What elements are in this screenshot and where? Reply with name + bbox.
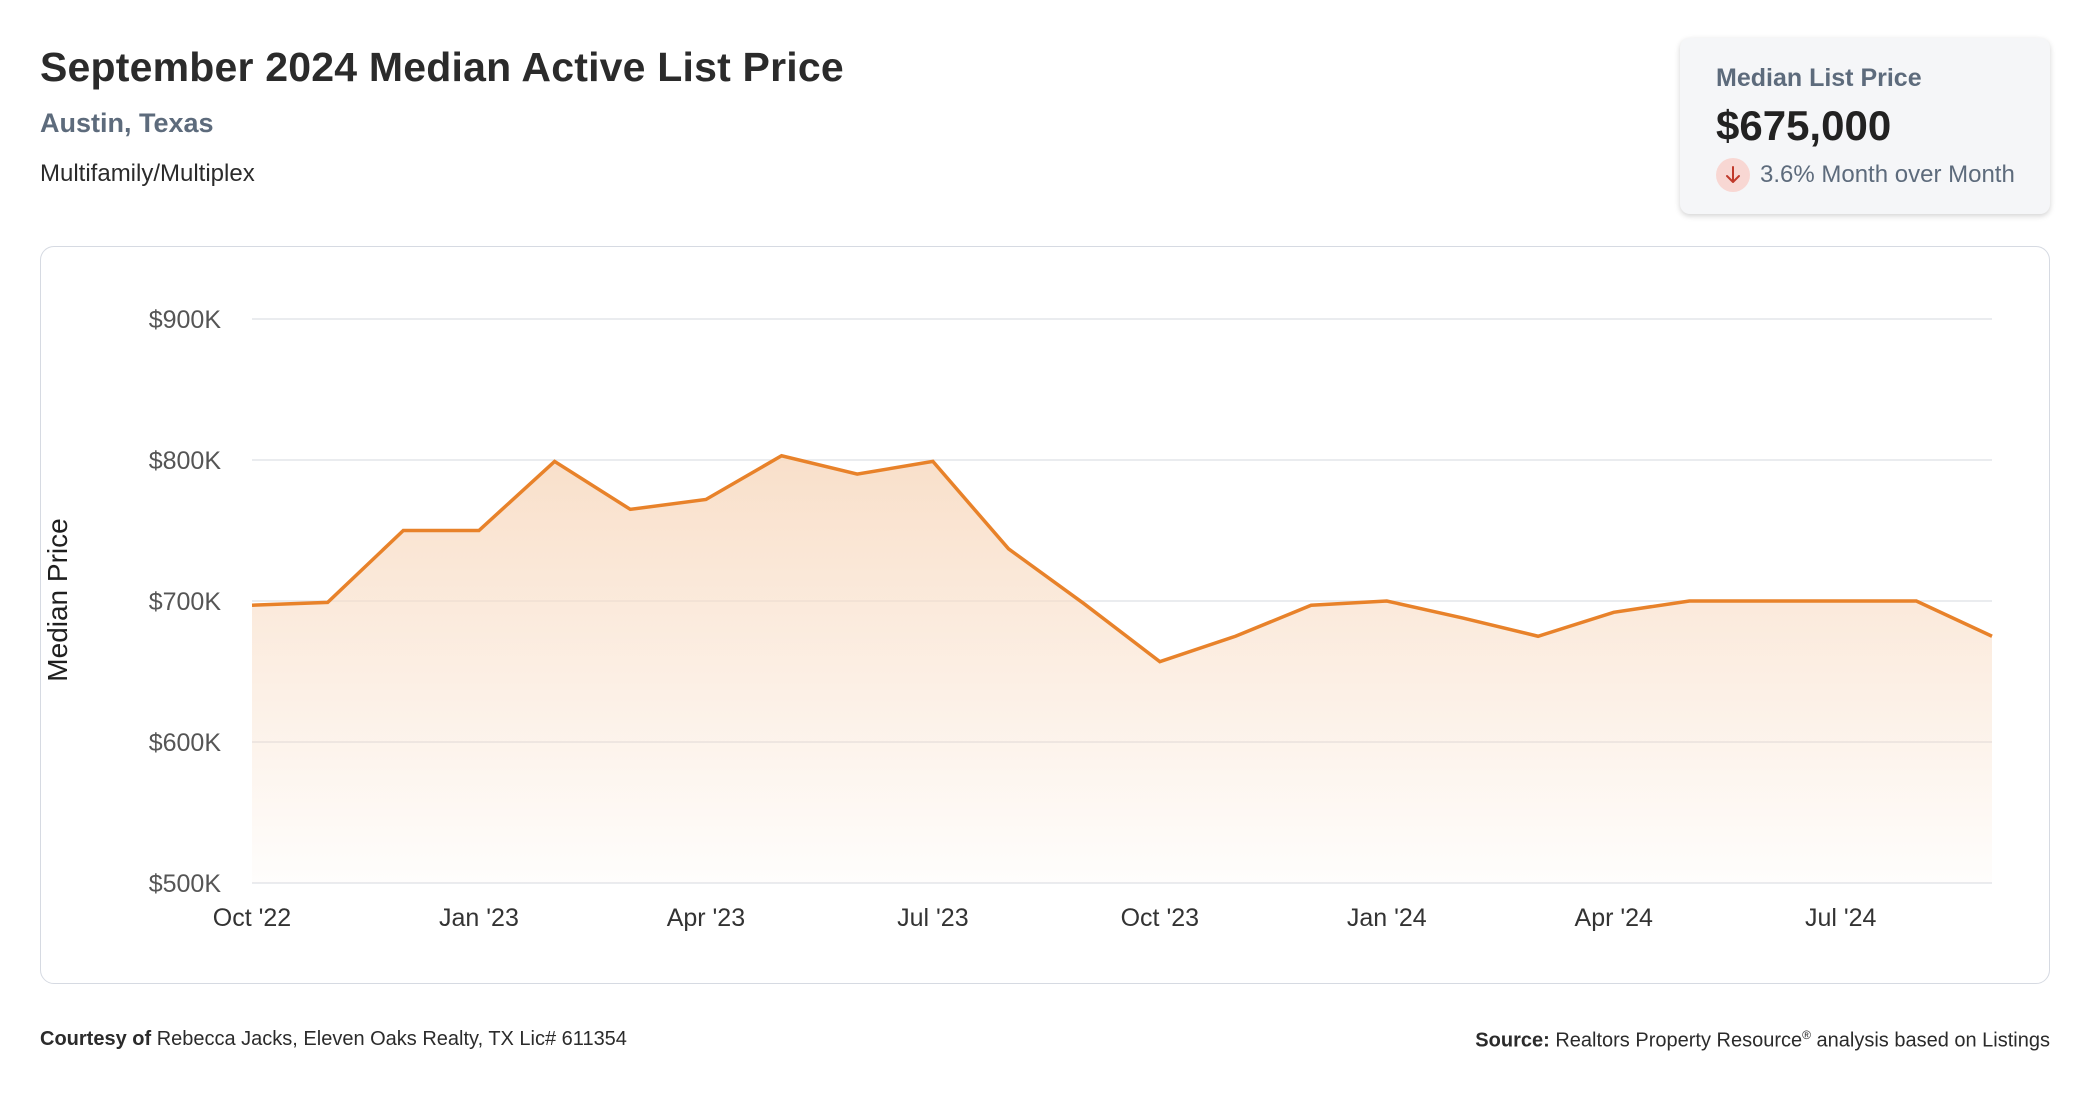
median-list-price-card: Median List Price $675,000 3.6% Month ov…: [1680, 38, 2050, 214]
property-category: Multifamily/Multiplex: [40, 160, 255, 187]
data-point: [326, 600, 330, 604]
data-point: [704, 497, 708, 501]
stat-label: Median List Price: [1716, 64, 1922, 92]
data-point: [1309, 603, 1313, 607]
data-point: [1914, 599, 1918, 603]
data-point: [1990, 634, 1994, 638]
median-price-chart: $500K $600K $700K $800K $900K Oct '22 Jan '23 A…: [149, 306, 1994, 932]
y-tick-label: $500K: [149, 870, 222, 898]
source-note: Source: Realtors Property Resource® anal…: [1475, 1028, 2050, 1053]
y-tick-label: $900K: [149, 306, 222, 334]
data-point: [553, 459, 557, 463]
stat-value: $675,000: [1716, 102, 1892, 149]
location-subtitle: Austin, Texas: [40, 108, 214, 138]
data-point: [1385, 599, 1389, 603]
data-point: [401, 529, 405, 533]
source-label: Source:: [1475, 1029, 1550, 1052]
registered-mark: ®: [1802, 1028, 1811, 1042]
x-tick-label: Oct '22: [213, 904, 291, 932]
chart-panel: $500K $600K $700K $800K $900K Oct '22 Jan '23 A…: [40, 246, 2050, 984]
data-point: [1082, 602, 1086, 606]
x-tick-label: Jul '24: [1805, 904, 1877, 932]
courtesy-label: Courtesy of: [40, 1028, 152, 1050]
data-point: [628, 507, 632, 511]
page-title: September 2024 Median Active List Price: [40, 44, 844, 90]
data-point: [1839, 599, 1843, 603]
x-tick-label: Oct '23: [1121, 904, 1199, 932]
data-point: [780, 454, 784, 458]
data-point: [1763, 599, 1767, 603]
area-fill: [252, 455, 1992, 883]
stat-change: 3.6% Month over Month: [1716, 158, 2015, 192]
y-axis-label: Median Price: [42, 518, 73, 682]
data-point: [1612, 610, 1616, 614]
y-tick-label: $600K: [149, 729, 222, 757]
data-point: [1007, 547, 1011, 551]
data-point: [1460, 616, 1464, 620]
data-point: [931, 459, 935, 463]
x-tick-label: Jan '23: [439, 904, 519, 932]
x-tick-label: Apr '24: [1575, 904, 1654, 932]
x-tick-label: Jan '24: [1347, 904, 1427, 932]
y-tick-label: $700K: [149, 588, 222, 616]
median-price-line: [251, 453, 1993, 664]
data-point: [477, 529, 481, 533]
arrow-down-icon: [1716, 158, 1750, 192]
data-point: [855, 472, 859, 476]
data-point: [1158, 660, 1162, 664]
source-suffix: analysis based on Listings: [1816, 1029, 2050, 1052]
data-point: [1687, 599, 1691, 603]
data-point: [1536, 634, 1540, 638]
stat-change-text: 3.6% Month over Month: [1760, 161, 2015, 188]
source-text: Realtors Property Resource: [1555, 1029, 1803, 1052]
courtesy-note: Courtesy of Rebecca Jacks, Eleven Oaks R…: [40, 1028, 627, 1051]
data-point: [250, 603, 254, 607]
x-tick-label: Jul '23: [897, 904, 968, 932]
courtesy-text: Rebecca Jacks, Eleven Oaks Realty, TX Li…: [156, 1028, 627, 1050]
x-tick-label: Apr '23: [667, 904, 745, 932]
y-tick-label: $800K: [149, 447, 222, 475]
data-point: [1233, 634, 1237, 638]
